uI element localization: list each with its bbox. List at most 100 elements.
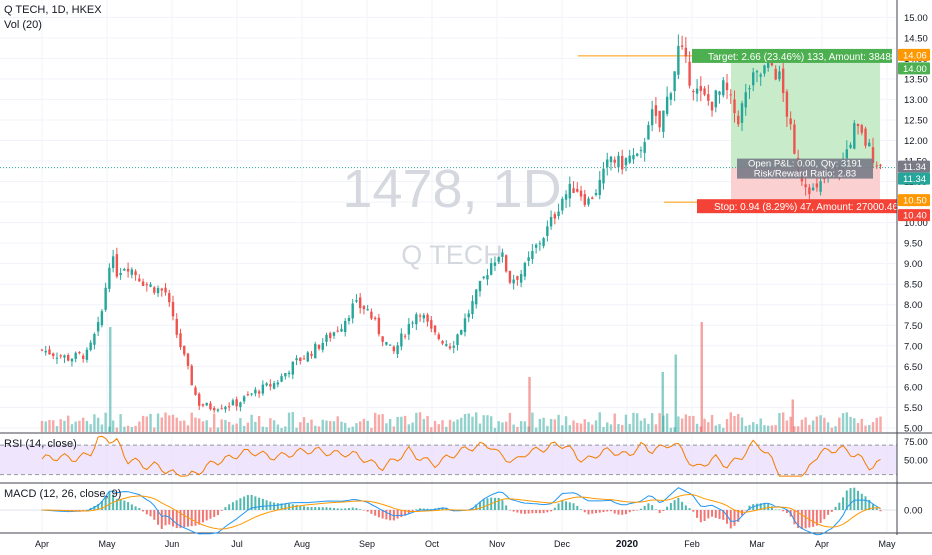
volume-bar: [220, 419, 223, 432]
macd-histogram-bar: [501, 500, 504, 510]
macd-histogram-bar: [306, 506, 309, 510]
macd-histogram-bar: [860, 493, 863, 510]
volume-bar: [838, 417, 841, 432]
volume-bar: [149, 413, 152, 432]
macd-histogram-bar: [505, 505, 508, 510]
volume-bar: [823, 417, 826, 432]
symbol-title[interactable]: Q TECH, 1D, HKEX: [4, 4, 102, 16]
volume-bar: [448, 419, 452, 432]
volume-bar: [793, 426, 796, 432]
candle-body: [89, 342, 92, 350]
volume-bar: [576, 422, 579, 432]
volume-bar: [561, 425, 564, 432]
macd-histogram-bar: [800, 510, 803, 530]
macd-histogram-bar: [688, 508, 691, 510]
candle-body: [546, 226, 549, 236]
macd-histogram-bar: [97, 504, 100, 510]
macd-histogram-bar: [684, 505, 687, 510]
volume-bar: [467, 413, 470, 432]
price-tag-label: 10.50: [903, 196, 927, 207]
volume-bar: [325, 420, 328, 432]
candle-body: [598, 179, 601, 196]
macd-histogram-bar: [332, 508, 335, 510]
candle-body: [643, 142, 646, 153]
volume-bar: [385, 423, 388, 432]
macd-histogram-bar: [85, 509, 88, 511]
volume-bar: [475, 412, 478, 432]
volume-bar: [759, 418, 762, 432]
price-tag: [898, 48, 930, 61]
volume-bar: [168, 415, 171, 432]
volume-bar: [841, 413, 845, 432]
volume-bar: [317, 426, 321, 432]
candle-body: [198, 393, 201, 406]
macd-histogram-bar: [755, 503, 758, 510]
volume-bar: [871, 422, 875, 432]
time-tick-label: Apr: [815, 539, 829, 549]
volume-bar: [362, 418, 366, 432]
volume-bar: [67, 415, 70, 432]
macd-indicator-label[interactable]: MACD (12, 26, close, 9): [4, 488, 122, 500]
volume-bar: [235, 423, 238, 432]
price-tick-label: 5.00: [904, 423, 923, 434]
rsi-indicator-label[interactable]: RSI (14, close): [4, 438, 77, 450]
candle-body: [606, 159, 609, 167]
macd-histogram-bar: [770, 506, 773, 510]
candle-body: [516, 276, 519, 280]
candle-body: [493, 262, 497, 266]
candle-body: [111, 256, 115, 269]
price-tick-label: 14.50: [904, 33, 928, 44]
volume-bar: [478, 423, 482, 432]
macd-histogram-bar: [699, 510, 702, 523]
candle-body: [123, 268, 126, 271]
macd-histogram-bar: [351, 507, 354, 510]
candle-body: [710, 101, 714, 111]
price-tick-label: 12.00: [904, 136, 928, 147]
volume-bar: [415, 412, 418, 432]
candle-body: [508, 270, 512, 283]
candle-body: [755, 71, 759, 73]
candle-body: [115, 254, 119, 277]
volume-bar: [557, 414, 560, 432]
candle-body: [519, 274, 523, 283]
volume-bar: [299, 422, 302, 432]
macd-histogram-bar: [617, 510, 620, 515]
macd-histogram-bar: [261, 498, 264, 510]
volume-bar: [250, 414, 253, 432]
candle-body: [534, 244, 538, 248]
volume-indicator-label[interactable]: Vol (20): [4, 19, 42, 31]
volume-bar: [209, 427, 212, 432]
candle-body: [306, 352, 309, 362]
candle-body: [104, 287, 107, 310]
macd-histogram-bar: [145, 510, 148, 515]
volume-bar: [639, 420, 643, 432]
candle-body: [295, 358, 298, 361]
volume-bar: [868, 424, 871, 432]
candle-body: [815, 183, 819, 188]
volume-bar: [774, 425, 777, 432]
volume-bar: [452, 421, 455, 432]
candle-body: [284, 373, 287, 377]
macd-histogram-bar: [572, 503, 575, 510]
macd-histogram-bar: [722, 510, 725, 520]
candle-body: [201, 404, 205, 406]
macd-histogram-bar: [404, 510, 407, 516]
volume-bar: [377, 414, 381, 432]
macd-histogram-bar: [830, 510, 833, 512]
macd-histogram-bar: [108, 491, 111, 510]
volume-bar: [306, 422, 309, 432]
candle-body: [55, 357, 59, 359]
price-tick-label: 9.50: [904, 239, 923, 250]
macd-histogram-bar: [475, 504, 478, 510]
price-tick-label: 13.00: [904, 95, 928, 106]
macd-histogram-bar: [288, 503, 291, 510]
volume-bar: [800, 419, 804, 432]
macd-histogram-bar: [213, 510, 216, 517]
macd-histogram-bar: [235, 500, 238, 510]
volume-bar: [134, 425, 137, 432]
macd-histogram-bar: [797, 510, 800, 529]
macd-histogram-bar: [651, 505, 654, 510]
candle-body: [707, 94, 710, 101]
macd-histogram-bar: [104, 496, 107, 510]
